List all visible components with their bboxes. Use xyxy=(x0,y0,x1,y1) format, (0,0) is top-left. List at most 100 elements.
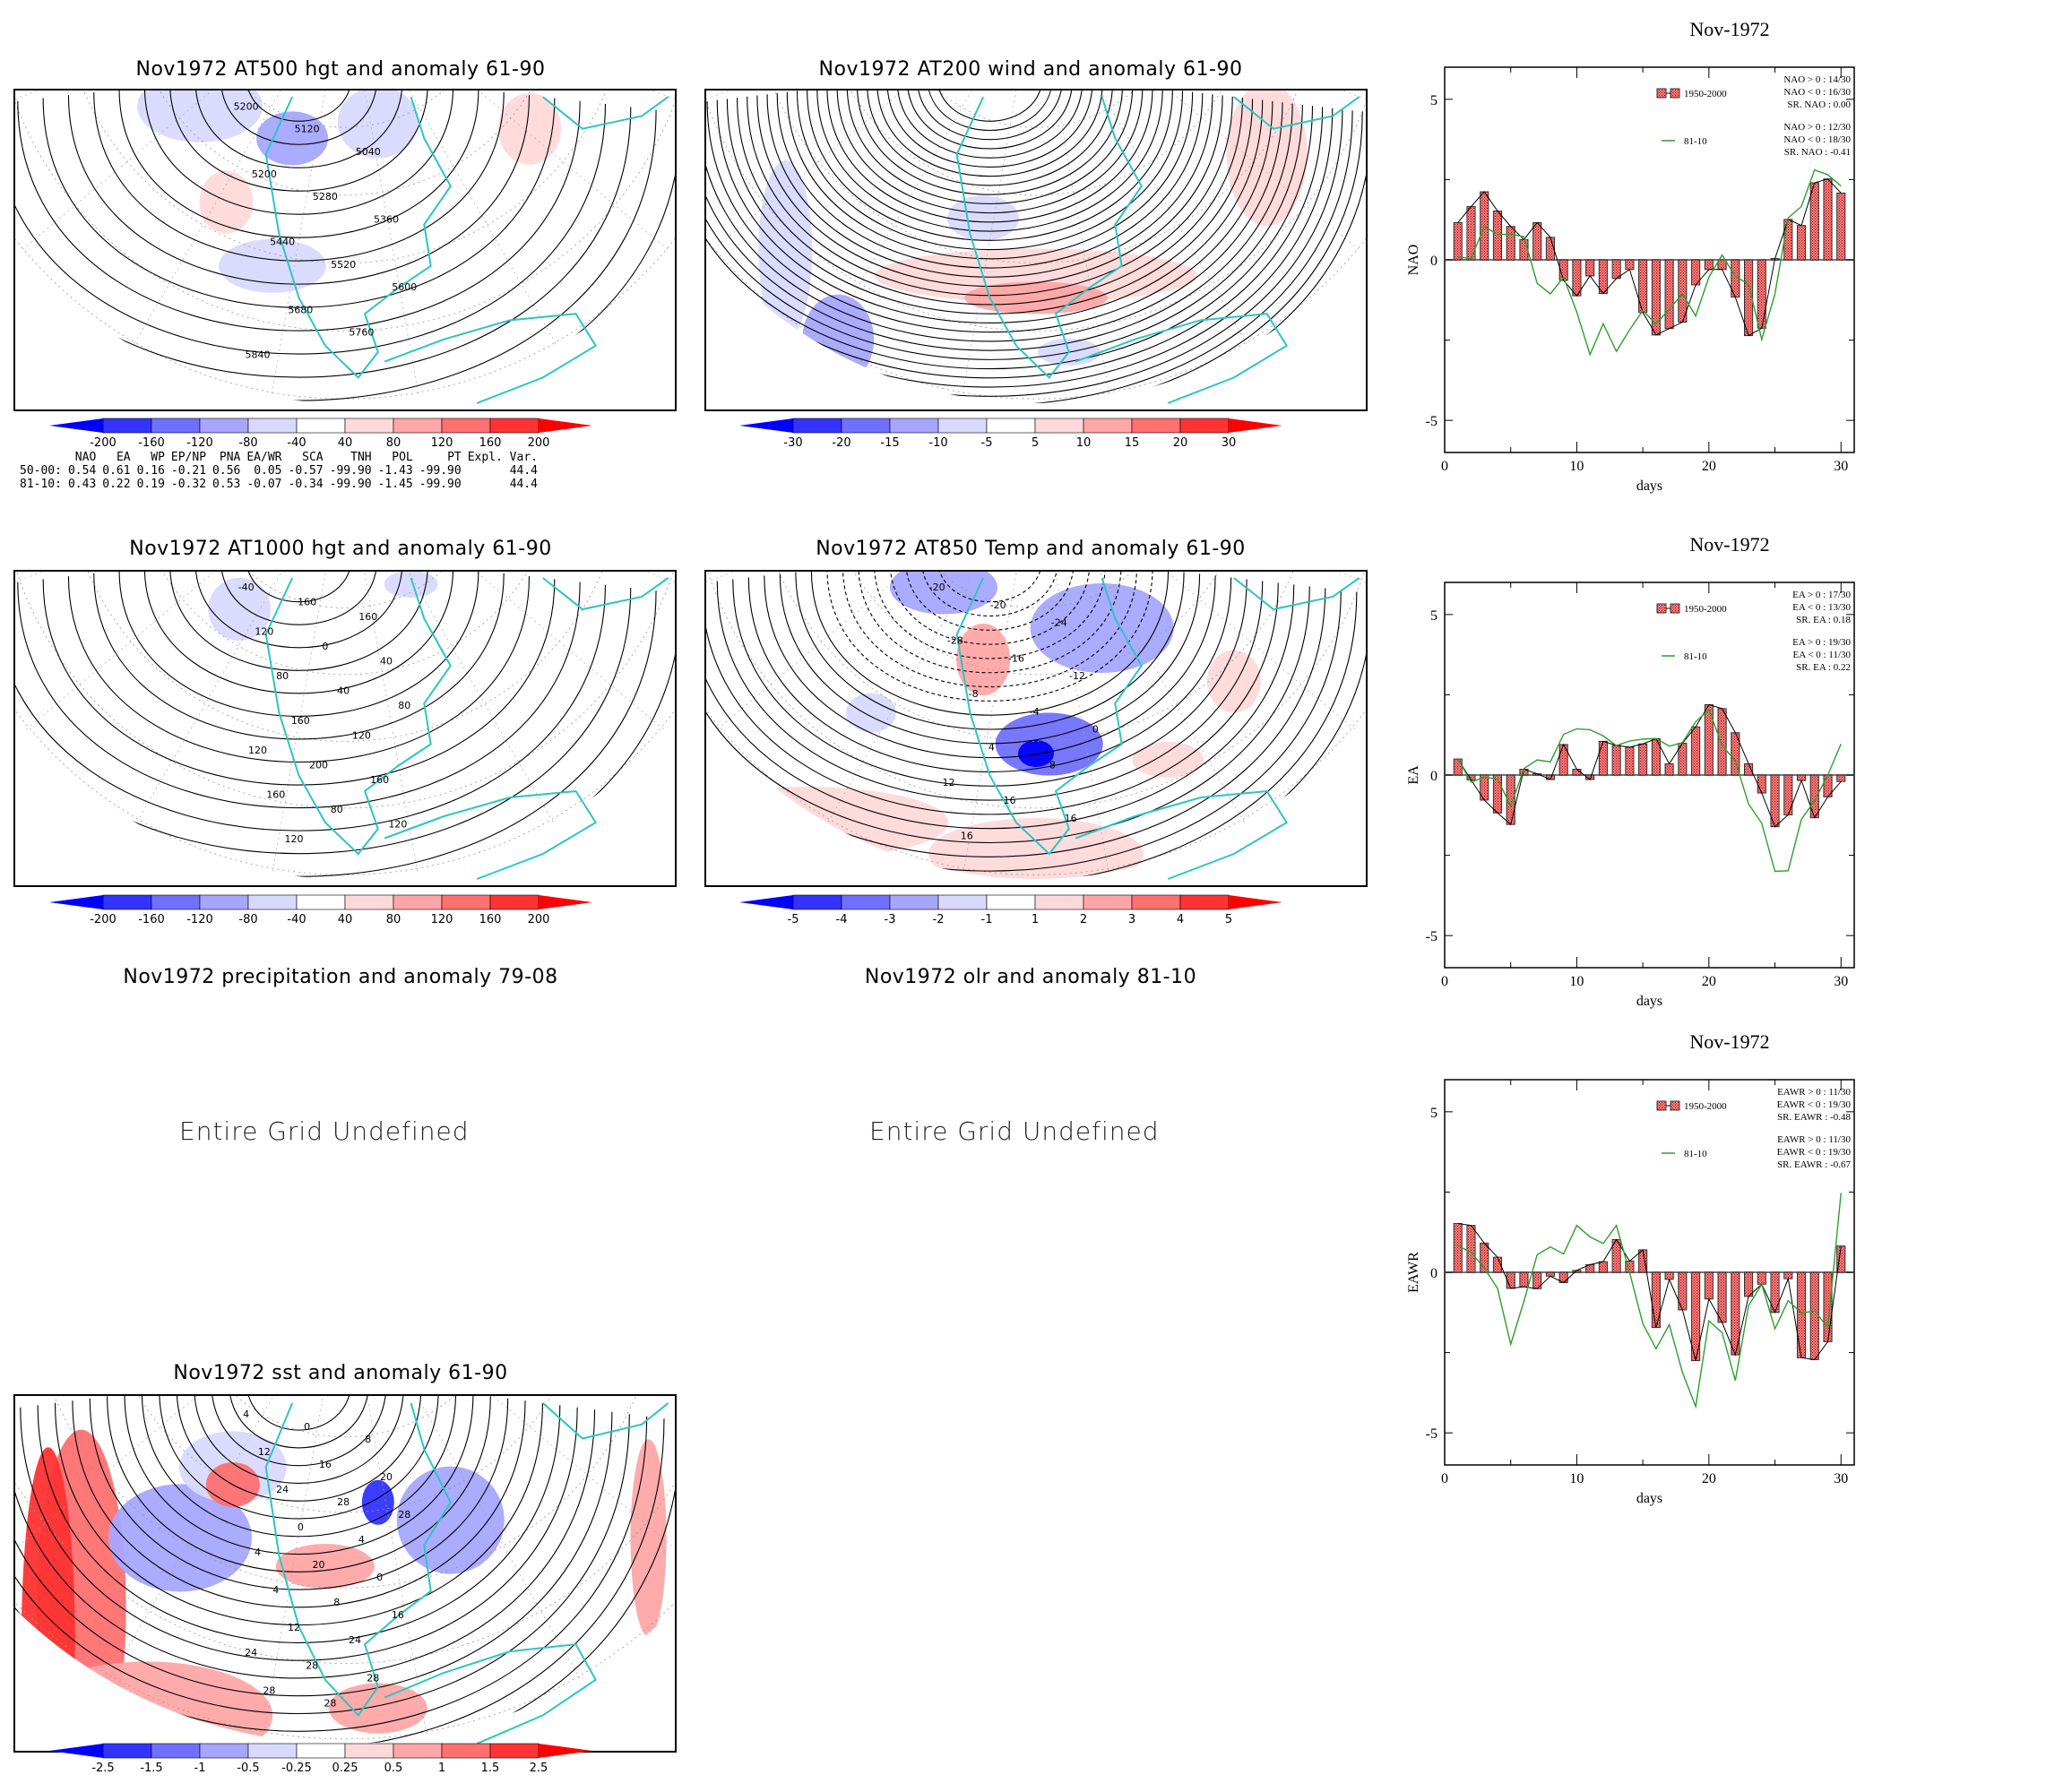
colorbar-swatch xyxy=(889,418,939,434)
colorbar: -5 -4 -3 -2 -1 1 2 3 4 5 xyxy=(739,894,1282,926)
contour-label: 5120 xyxy=(295,124,320,135)
legend-stat: EA > 0 : 19/30 xyxy=(1792,637,1851,648)
coastline-south-america xyxy=(1075,789,1289,880)
chart-title: Nov-1972 xyxy=(1689,18,1770,40)
colorbar-swatch xyxy=(393,1743,443,1759)
bar xyxy=(1625,746,1635,776)
map-plot: -40 160 160 120 0 40 80 40 80 160 120 120 200 160 160 8… xyxy=(13,570,677,887)
map-plot: -20 -20 -24 -28 -16 -12 -8 -4 0 4 8 12 16 16 16 xyxy=(704,570,1368,887)
index-header: Expl. Var. xyxy=(467,451,538,464)
contour-label: 0 xyxy=(322,641,328,652)
y-tick-label: 5 xyxy=(1430,93,1437,108)
colorbar-arrow-high xyxy=(1229,418,1282,433)
contour-line xyxy=(737,98,1243,306)
contour-lines xyxy=(706,90,1366,403)
colorbar-label: -4 xyxy=(836,913,848,926)
colorbar-swatch xyxy=(296,418,346,434)
bar xyxy=(1796,225,1807,261)
bar xyxy=(1757,259,1766,329)
colorbar-swatch xyxy=(296,1743,346,1759)
y-axis-label: EAWR xyxy=(1406,1252,1421,1293)
legend-stat: SR. EAWR : -0.48 xyxy=(1777,1112,1851,1123)
colorbar-label: -120 xyxy=(186,913,213,926)
colorbar-swatch xyxy=(1131,418,1181,434)
index-cell: -0.57 xyxy=(288,464,324,478)
legend-label: 1950-2000 xyxy=(1684,1101,1727,1112)
contour-label: 5040 xyxy=(356,146,381,158)
coastline-south-america xyxy=(384,313,598,404)
contour-label: 4 xyxy=(255,1546,261,1558)
coastline-europe xyxy=(1233,577,1360,611)
colorbar-label: -160 xyxy=(138,913,165,926)
contour-line xyxy=(141,1396,457,1538)
coastline-south-america xyxy=(384,789,598,880)
bar xyxy=(1836,192,1846,261)
coastline-south-america xyxy=(1075,313,1289,404)
index-header: POL xyxy=(392,451,413,464)
bar xyxy=(1519,238,1529,261)
legend-label: 81-10 xyxy=(1684,1149,1707,1159)
colorbar-arrow-low xyxy=(49,1744,103,1758)
contour-label: -12 xyxy=(1069,670,1085,682)
map-title: Nov1972 sst and anomaly 61-90 xyxy=(173,1362,508,1384)
colorbar-swatch xyxy=(889,894,939,910)
contour-label: 24 xyxy=(349,1634,361,1646)
contour-label: 20 xyxy=(380,1471,393,1483)
index-cell: 44.4 xyxy=(509,464,538,478)
contour-line xyxy=(176,1396,422,1502)
legend-stat: EAWR < 0 : 19/30 xyxy=(1777,1099,1852,1110)
contour-label: 40 xyxy=(337,685,350,697)
map-panel-olr: Nov1972 olr and anomaly 81-10 Entire Gri… xyxy=(690,957,1371,1172)
colorbar-label: -40 xyxy=(287,913,306,926)
undefined-grid-message: Entire Grid Undefined xyxy=(869,1116,1160,1146)
index-header: EP/NP xyxy=(170,451,207,464)
colorbar-swatch xyxy=(1179,418,1230,434)
contour-label: 5200 xyxy=(234,100,259,112)
bar xyxy=(1572,259,1582,297)
contour-line xyxy=(779,573,1201,745)
contour-line xyxy=(706,111,1363,403)
bar xyxy=(1651,1271,1661,1329)
colorbar-swatch xyxy=(937,418,988,434)
bar xyxy=(1809,182,1819,261)
colorbar-swatch xyxy=(841,894,891,910)
colorbar-swatch xyxy=(151,894,201,910)
map-panel-sst: Nov1972 sst and anomaly 61-90 4 0 8 12 16 20 2… xyxy=(0,1353,681,1792)
index-cell: 0.19 xyxy=(136,478,165,491)
colorbar-swatch xyxy=(1083,418,1133,434)
coastline-europe xyxy=(542,577,669,611)
colorbar-label: 80 xyxy=(386,436,401,450)
contour-label: 4 xyxy=(272,1584,279,1596)
bar xyxy=(1532,221,1542,261)
contour-line xyxy=(15,109,657,401)
contour-label: 80 xyxy=(331,804,343,815)
map-plot xyxy=(704,89,1368,411)
colorbar-label: -80 xyxy=(238,436,257,450)
y-axis-label: EA xyxy=(1406,765,1421,785)
contour-line xyxy=(15,1409,596,1679)
contour-label: 120 xyxy=(248,745,267,756)
contour-line xyxy=(246,572,352,603)
index-cell: -0.32 xyxy=(170,478,207,491)
contour-label: 8 xyxy=(365,1434,371,1445)
contour-label: 12 xyxy=(942,777,954,788)
colorbar-label: 120 xyxy=(431,436,453,450)
contour-line xyxy=(747,577,1232,772)
colorbar-label: 40 xyxy=(338,913,353,926)
colorbar-label: -200 xyxy=(90,436,117,450)
index-header: EA/WR xyxy=(246,451,282,464)
contour-label: 160 xyxy=(291,715,310,727)
contour-label: 4 xyxy=(358,1534,365,1546)
contour-label: 200 xyxy=(309,759,328,771)
colorbar-arrow-low xyxy=(49,895,103,909)
legend-stat: EA < 0 : 13/30 xyxy=(1792,602,1851,613)
contour-line xyxy=(15,1418,665,1745)
colorbar-label: -5 xyxy=(788,913,799,926)
contour-label: 5200 xyxy=(252,168,277,180)
contour-label: 0 xyxy=(298,1521,304,1533)
x-tick-label: 20 xyxy=(1702,974,1716,989)
colorbar-label: -2 xyxy=(933,913,945,926)
index-table-row: 81-10: 0.43 0.22 0.19 -0.32 0.53 -0.07 -… xyxy=(20,478,544,491)
index-cell: 0.43 xyxy=(67,478,97,491)
contour-line xyxy=(15,1420,675,1745)
